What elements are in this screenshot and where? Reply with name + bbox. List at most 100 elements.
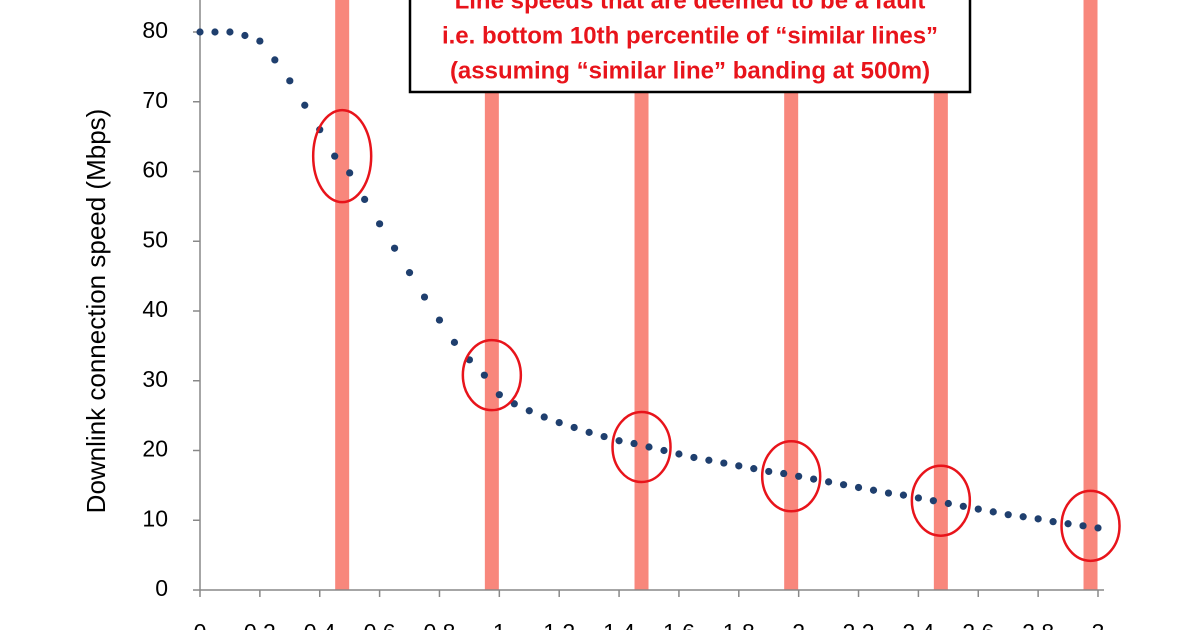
data-point <box>1034 515 1042 523</box>
highlight-circle <box>311 108 373 204</box>
x-tick-label: 2.8 <box>1022 619 1054 630</box>
data-point <box>780 469 788 478</box>
y-tick-label: 70 <box>142 87 168 113</box>
data-point <box>271 56 279 64</box>
x-tick-label: 1.4 <box>603 619 635 630</box>
data-point <box>929 497 937 505</box>
data-point <box>630 439 638 448</box>
x-tick-label: 1.6 <box>663 619 695 630</box>
x-tick-label: 3 <box>1092 619 1105 630</box>
x-tick-label: 1.2 <box>543 619 575 630</box>
data-point <box>959 502 967 510</box>
data-point <box>1049 518 1057 526</box>
data-point <box>570 423 578 432</box>
data-point <box>286 77 294 85</box>
y-tick-label: 20 <box>142 436 168 462</box>
highlight-circle <box>760 440 822 513</box>
x-tick-label: 0.8 <box>423 619 455 630</box>
data-point <box>1019 513 1027 521</box>
x-tick-label: 0.2 <box>244 619 276 630</box>
data-point <box>1064 520 1072 528</box>
data-point <box>989 508 997 516</box>
x-tick-label: 0.6 <box>364 619 396 630</box>
highlight-circle <box>461 338 523 412</box>
data-point <box>720 459 728 467</box>
data-point <box>869 486 878 494</box>
x-tick-label: 2.6 <box>962 619 994 630</box>
data-point <box>645 443 653 451</box>
data-point <box>750 465 758 473</box>
data-point <box>480 371 488 379</box>
fault-band <box>933 0 948 590</box>
data-point <box>914 494 923 502</box>
data-point <box>211 28 219 36</box>
data-point <box>615 437 623 445</box>
data-point <box>196 28 204 36</box>
x-tick-label: 2.4 <box>902 619 934 630</box>
data-point <box>376 220 384 228</box>
data-point <box>525 407 533 415</box>
annotation-line: i.e. bottom 10th percentile of “similar … <box>442 22 938 49</box>
data-point <box>555 419 563 427</box>
data-point <box>705 456 713 464</box>
data-point <box>405 269 414 277</box>
data-point <box>944 499 952 508</box>
annotation-box <box>408 0 972 94</box>
data-point <box>301 101 309 109</box>
fault-band <box>484 0 499 590</box>
annotation-line: Line speeds that are deemed to be a faul… <box>455 0 926 14</box>
data-point <box>331 152 339 160</box>
data-point <box>585 428 593 436</box>
data-point <box>361 195 369 203</box>
data-point <box>1079 522 1087 530</box>
data-point <box>450 338 459 346</box>
x-tick-label: 2.2 <box>843 619 875 630</box>
fault-band <box>335 0 350 590</box>
data-point <box>241 31 249 40</box>
data-point <box>435 316 444 324</box>
data-point <box>600 432 608 441</box>
data-point <box>825 478 833 486</box>
data-point <box>810 475 818 483</box>
data-point <box>675 450 683 458</box>
data-point <box>854 483 863 492</box>
y-tick-label: 80 <box>142 17 168 43</box>
data-point <box>974 505 982 513</box>
x-tick-label: 2 <box>792 619 805 630</box>
x-tick-label: 0.4 <box>304 619 336 630</box>
data-point <box>495 391 503 399</box>
y-tick-label: 40 <box>142 296 168 322</box>
x-tick-label: 1.8 <box>723 619 755 630</box>
fault-band <box>1083 0 1098 590</box>
y-tick-label: 0 <box>155 575 168 601</box>
fault-band <box>634 0 649 590</box>
annotation-line: (assuming “similar line” banding at 500m… <box>450 57 930 84</box>
data-point <box>390 244 399 252</box>
data-point <box>884 489 893 497</box>
y-tick-label: 30 <box>142 366 168 392</box>
data-point <box>510 400 518 408</box>
y-tick-label: 60 <box>142 157 168 183</box>
data-point <box>839 481 848 489</box>
x-tick-label: 0 <box>194 619 207 630</box>
data-point <box>1004 511 1012 519</box>
data-point <box>735 462 743 470</box>
data-point <box>256 37 264 45</box>
y-tick-label: 50 <box>142 226 168 252</box>
data-point <box>765 467 773 476</box>
data-point <box>226 28 234 36</box>
data-point <box>1094 524 1102 532</box>
highlight-circle <box>910 464 972 537</box>
data-point <box>420 293 429 301</box>
y-tick-label: 10 <box>142 505 168 531</box>
x-tick-label: 1 <box>493 619 506 630</box>
data-point <box>690 453 698 462</box>
data-point <box>899 491 908 499</box>
y-axis-label: Downlink connection speed (Mbps) <box>81 109 111 514</box>
highlight-circle <box>611 410 672 484</box>
highlight-circle <box>1060 489 1121 563</box>
data-point <box>346 169 354 177</box>
data-point <box>795 472 803 480</box>
data-point <box>660 446 668 455</box>
data-point <box>540 413 548 421</box>
